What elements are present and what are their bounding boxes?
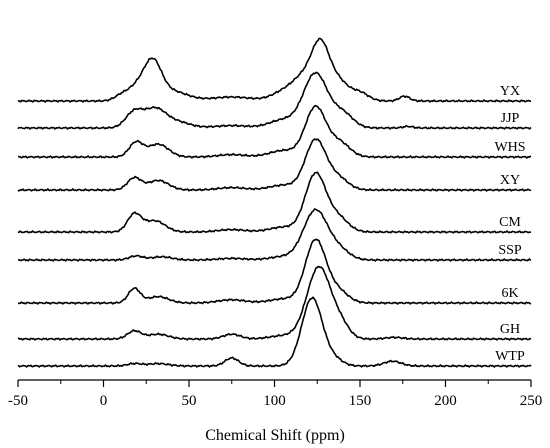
x-tick-label: 200 — [434, 393, 457, 409]
series-label-gh: GH — [500, 322, 520, 337]
spectrum-line-xy — [17, 138, 532, 192]
spectrum-line-jjp — [17, 71, 532, 130]
spectrum-line-cm — [17, 171, 532, 234]
series-label-jjp: JJP — [501, 111, 520, 126]
x-tick-label: 250 — [520, 393, 543, 409]
series-label-xy: XY — [500, 173, 520, 188]
spectrum-line-6k — [17, 238, 532, 305]
spectra-group — [17, 37, 532, 368]
spectrum-line-yx — [17, 37, 532, 103]
x-tick-label: 100 — [263, 393, 286, 409]
spectrum-line-gh — [17, 265, 532, 341]
series-label-6k: 6K — [501, 286, 518, 301]
spectrum-line-ssp — [17, 208, 532, 262]
series-label-wtp: WTP — [495, 349, 525, 364]
series-label-whs: WHS — [494, 140, 525, 155]
x-tick-label: 150 — [349, 393, 372, 409]
series-label-cm: CM — [499, 215, 521, 230]
x-tick-label: 0 — [100, 393, 108, 409]
series-label-ssp: SSP — [498, 243, 522, 258]
series-label-yx: YX — [500, 84, 520, 99]
x-tick-label: -50 — [8, 393, 28, 409]
series-labels-group: YX JJP WHS XY CM SSP 6K GH WTP — [494, 84, 525, 364]
x-tick-label: 50 — [182, 393, 197, 409]
spectrum-line-wtp — [17, 296, 532, 368]
x-axis-ticks-group: -50 0 50 100 150 200 250 — [8, 380, 542, 409]
spectrum-line-whs — [17, 104, 532, 159]
x-axis-title: Chemical Shift (ppm) — [205, 427, 345, 444]
